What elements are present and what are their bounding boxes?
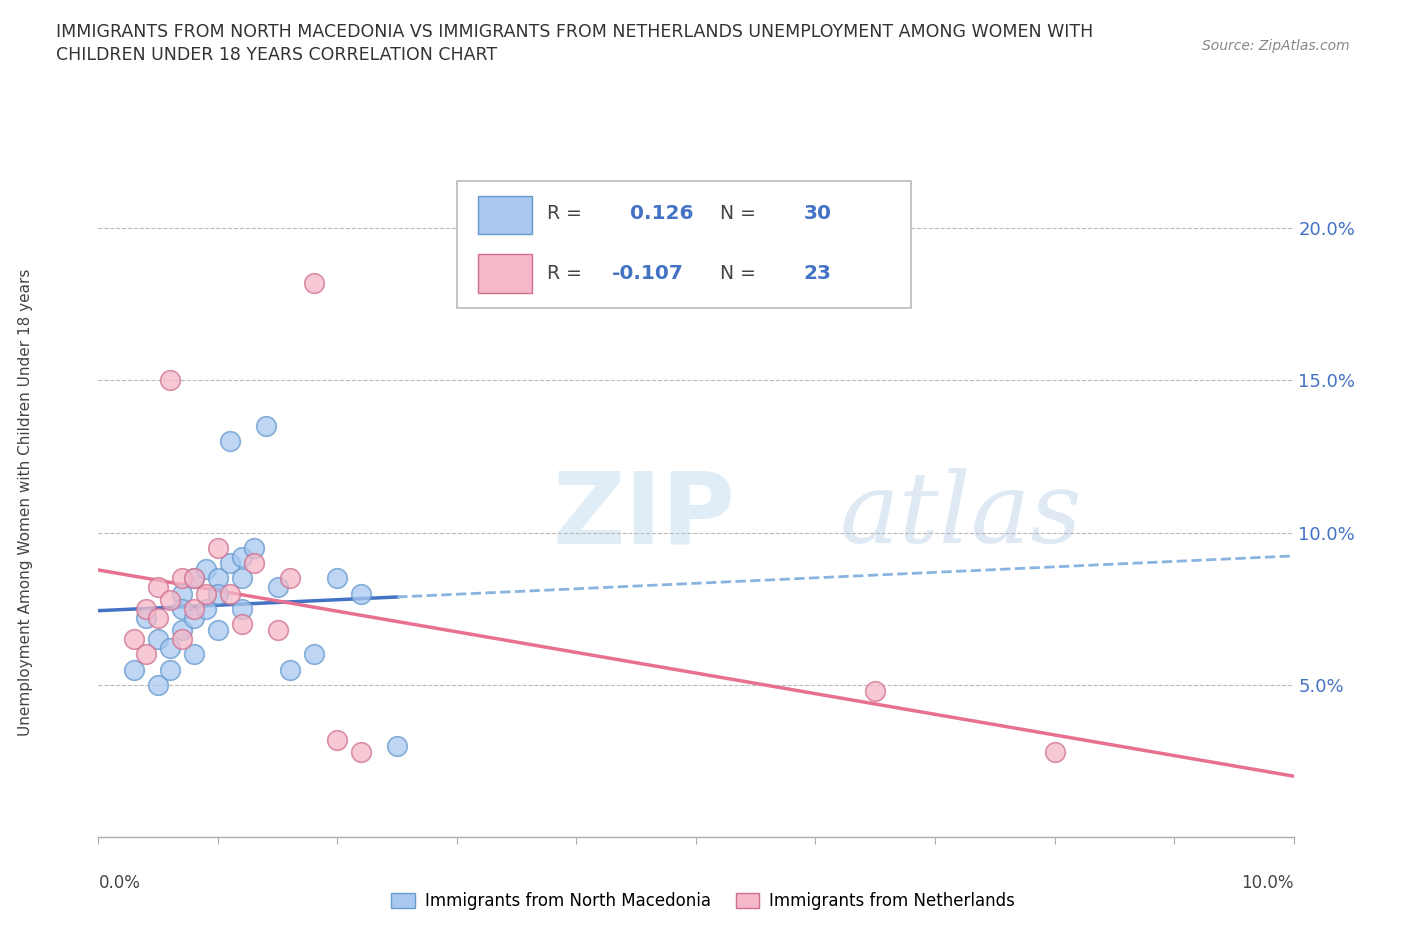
Point bbox=[207, 586, 229, 601]
Text: CHILDREN UNDER 18 YEARS CORRELATION CHART: CHILDREN UNDER 18 YEARS CORRELATION CHAR… bbox=[56, 46, 498, 64]
Point bbox=[135, 602, 157, 617]
Point bbox=[159, 662, 181, 677]
FancyBboxPatch shape bbox=[478, 195, 533, 234]
Point bbox=[195, 586, 218, 601]
Point bbox=[231, 571, 253, 586]
Point bbox=[183, 571, 205, 586]
Point bbox=[219, 555, 242, 570]
Text: R =: R = bbox=[547, 264, 588, 283]
Point bbox=[159, 373, 181, 388]
Text: R =: R = bbox=[547, 204, 588, 223]
Legend: Immigrants from North Macedonia, Immigrants from Netherlands: Immigrants from North Macedonia, Immigra… bbox=[385, 885, 1021, 917]
Point bbox=[172, 622, 194, 637]
Point bbox=[135, 610, 157, 625]
Point bbox=[1043, 744, 1066, 759]
Point bbox=[278, 662, 301, 677]
Point bbox=[231, 602, 253, 617]
Point bbox=[183, 571, 205, 586]
Point bbox=[159, 592, 181, 607]
Point bbox=[195, 562, 218, 577]
Text: 23: 23 bbox=[804, 264, 831, 283]
Text: -0.107: -0.107 bbox=[613, 264, 685, 283]
Point bbox=[231, 550, 253, 565]
Point bbox=[172, 602, 194, 617]
Point bbox=[865, 684, 887, 698]
Point bbox=[302, 647, 325, 662]
Point bbox=[159, 641, 181, 656]
Text: IMMIGRANTS FROM NORTH MACEDONIA VS IMMIGRANTS FROM NETHERLANDS UNEMPLOYMENT AMON: IMMIGRANTS FROM NORTH MACEDONIA VS IMMIG… bbox=[56, 23, 1094, 41]
Text: 10.0%: 10.0% bbox=[1241, 874, 1294, 892]
Text: atlas: atlas bbox=[839, 468, 1083, 564]
Point bbox=[148, 631, 170, 646]
FancyBboxPatch shape bbox=[457, 180, 911, 308]
Point bbox=[350, 744, 373, 759]
Point bbox=[207, 622, 229, 637]
Point bbox=[172, 631, 194, 646]
Point bbox=[148, 580, 170, 595]
Point bbox=[207, 571, 229, 586]
Text: Unemployment Among Women with Children Under 18 years: Unemployment Among Women with Children U… bbox=[18, 269, 32, 736]
Point bbox=[243, 540, 266, 555]
Point bbox=[267, 622, 290, 637]
Point bbox=[124, 662, 146, 677]
Text: N =: N = bbox=[720, 204, 762, 223]
Point bbox=[195, 602, 218, 617]
Point bbox=[243, 555, 266, 570]
Point bbox=[326, 571, 349, 586]
Point bbox=[219, 434, 242, 449]
Point bbox=[183, 602, 205, 617]
Point bbox=[183, 647, 205, 662]
Text: 0.0%: 0.0% bbox=[98, 874, 141, 892]
Point bbox=[350, 586, 373, 601]
Point bbox=[219, 586, 242, 601]
Point bbox=[124, 631, 146, 646]
Point bbox=[135, 647, 157, 662]
Point bbox=[207, 540, 229, 555]
Point bbox=[302, 275, 325, 290]
Point bbox=[183, 610, 205, 625]
Point bbox=[278, 571, 301, 586]
Text: ZIP: ZIP bbox=[553, 467, 735, 565]
Point bbox=[148, 610, 170, 625]
FancyBboxPatch shape bbox=[478, 255, 533, 293]
Point bbox=[148, 677, 170, 692]
Text: 30: 30 bbox=[804, 204, 831, 223]
Text: Source: ZipAtlas.com: Source: ZipAtlas.com bbox=[1202, 39, 1350, 53]
Text: N =: N = bbox=[720, 264, 762, 283]
Point bbox=[172, 571, 194, 586]
Point bbox=[267, 580, 290, 595]
Point bbox=[385, 738, 409, 753]
Point bbox=[254, 418, 277, 433]
Point bbox=[172, 586, 194, 601]
Point bbox=[231, 617, 253, 631]
Text: 0.126: 0.126 bbox=[630, 204, 693, 223]
Point bbox=[326, 732, 349, 747]
